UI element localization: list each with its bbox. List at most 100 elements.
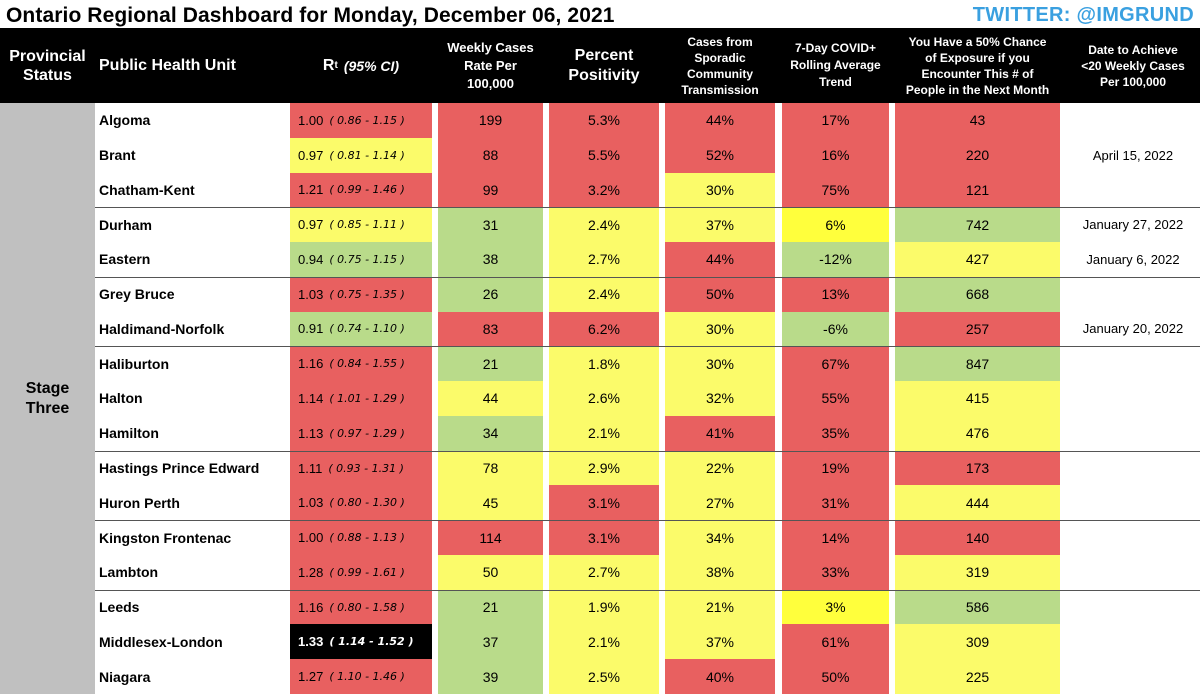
target-date-cell — [1066, 450, 1200, 486]
rt-ci: ( 0.93 - 1.31 ) — [328, 461, 404, 475]
rt-value: 1.03 — [298, 286, 324, 302]
target-date-cell — [1066, 554, 1200, 590]
rt-value: 1.33 — [298, 634, 324, 650]
rt-ci: ( 1.14 - 1.52 ) — [329, 635, 414, 649]
unit-name: Middlesex-London — [95, 624, 290, 660]
unit-name: Kingston Frontenac — [95, 520, 290, 555]
target-date-cell: January 6, 2022 — [1066, 242, 1200, 277]
trend-cell: 75% — [782, 172, 889, 208]
rt-value: 1.03 — [298, 495, 324, 511]
rt-value: 1.16 — [298, 356, 324, 372]
positivity-cell: 2.4% — [549, 276, 659, 312]
rt-ci: ( 0.85 - 1.11 ) — [329, 218, 405, 232]
rt-value: 0.97 — [298, 217, 324, 233]
rt-ci: ( 0.99 - 1.61 ) — [329, 565, 405, 579]
rt-ci: ( 0.80 - 1.58 ) — [329, 600, 405, 614]
rt-cell: 1.00 ( 0.88 - 1.13 ) — [290, 520, 432, 555]
page-title: Ontario Regional Dashboard for Monday, D… — [6, 4, 615, 27]
target-date-cell — [1066, 485, 1200, 521]
sporadic-cell: 37% — [665, 624, 775, 660]
positivity-cell: 2.4% — [549, 207, 659, 243]
unit-name: Halton — [95, 381, 290, 416]
group-separator — [95, 207, 1200, 209]
rt-cell: 1.03 ( 0.80 - 1.30 ) — [290, 485, 432, 521]
weekly-cases-cell: 99 — [438, 172, 543, 208]
sporadic-cell: 44% — [665, 103, 775, 138]
weekly-cases-cell: 38 — [438, 242, 543, 277]
rt-ci: ( 0.88 - 1.13 ) — [329, 531, 405, 545]
sporadic-cell: 50% — [665, 276, 775, 312]
exposure-cell: 427 — [895, 242, 1060, 277]
group-separator — [95, 276, 1200, 278]
unit-name: Hamilton — [95, 415, 290, 451]
target-date-cell — [1066, 381, 1200, 416]
rt-cell: 1.21 ( 0.99 - 1.46 ) — [290, 172, 432, 208]
rt-cell: 1.00 ( 0.86 - 1.15 ) — [290, 103, 432, 138]
rt-cell: 1.16 ( 0.80 - 1.58 ) — [290, 589, 432, 625]
trend-cell: 16% — [782, 137, 889, 173]
positivity-cell: 3.2% — [549, 172, 659, 208]
weekly-cases-cell: 31 — [438, 207, 543, 243]
table-row: Hastings Prince Edward 1.11 ( 0.93 - 1.31 … — [95, 450, 1200, 486]
target-date-cell — [1066, 172, 1200, 208]
positivity-cell: 3.1% — [549, 485, 659, 521]
target-date-cell — [1066, 103, 1200, 138]
unit-name: Durham — [95, 207, 290, 243]
rt-cell: 1.14 ( 1.01 - 1.29 ) — [290, 381, 432, 416]
table-row: Kingston Frontenac 1.00 ( 0.88 - 1.13 ) 114… — [95, 520, 1200, 555]
sporadic-cell: 37% — [665, 207, 775, 243]
target-date-cell — [1066, 659, 1200, 694]
rt-value: 1.13 — [298, 425, 324, 441]
sporadic-cell: 41% — [665, 415, 775, 451]
trend-cell: 17% — [782, 103, 889, 138]
rt-ci: ( 0.75 - 1.35 ) — [329, 287, 405, 301]
unit-name: Haldimand-Norfolk — [95, 311, 290, 347]
weekly-cases-cell: 45 — [438, 485, 543, 521]
sporadic-cell: 40% — [665, 659, 775, 694]
trend-cell: 14% — [782, 520, 889, 555]
weekly-cases-cell: 44 — [438, 381, 543, 416]
exposure-cell: 225 — [895, 659, 1060, 694]
unit-name: Brant — [95, 137, 290, 173]
rt-value: 1.28 — [298, 564, 324, 580]
table-row: Haldimand-Norfolk 0.91 ( 0.74 - 1.10 ) 83 6.… — [95, 311, 1200, 347]
rt-value: 1.27 — [298, 669, 324, 685]
rt-ci: ( 0.86 - 1.15 ) — [329, 113, 405, 127]
sporadic-cell: 30% — [665, 346, 775, 382]
sporadic-cell: 52% — [665, 137, 775, 173]
rt-cell: 0.94 ( 0.75 - 1.15 ) — [290, 242, 432, 277]
rt-cell: 1.11 ( 0.93 - 1.31 ) — [290, 450, 432, 486]
weekly-cases-cell: 21 — [438, 346, 543, 382]
weekly-cases-cell: 83 — [438, 311, 543, 347]
twitter-handle[interactable]: TWITTER: @IMGRUND — [972, 4, 1194, 26]
rt-ci: ( 0.99 - 1.46 ) — [329, 183, 405, 197]
weekly-cases-cell: 34 — [438, 415, 543, 451]
group-separator — [95, 450, 1200, 452]
positivity-cell: 2.1% — [549, 415, 659, 451]
weekly-cases-cell: 37 — [438, 624, 543, 660]
unit-name: Chatham-Kent — [95, 172, 290, 208]
rt-cell: 0.97 ( 0.81 - 1.14 ) — [290, 137, 432, 173]
rt-value: 1.11 — [298, 460, 323, 476]
target-date-cell: April 15, 2022 — [1066, 137, 1200, 173]
group-separator — [95, 520, 1200, 522]
exposure-cell: 668 — [895, 276, 1060, 312]
unit-name: Lambton — [95, 554, 290, 590]
positivity-cell: 2.6% — [549, 381, 659, 416]
unit-name: Eastern — [95, 242, 290, 277]
unit-name: Niagara — [95, 659, 290, 694]
unit-name: Algoma — [95, 103, 290, 138]
positivity-cell: 1.8% — [549, 346, 659, 382]
header-percent-positivity: Percent Positivity — [568, 46, 640, 84]
exposure-cell: 121 — [895, 172, 1060, 208]
group-separator — [95, 346, 1200, 348]
rt-ci: ( 1.10 - 1.46 ) — [329, 670, 405, 684]
positivity-cell: 3.1% — [549, 520, 659, 555]
unit-name: Haliburton — [95, 346, 290, 382]
positivity-cell: 5.3% — [549, 103, 659, 138]
trend-cell: 19% — [782, 450, 889, 486]
table-row: Haliburton 1.16 ( 0.84 - 1.55 ) 21 1.8% 30% 67… — [95, 346, 1200, 382]
title-bar: Ontario Regional Dashboard for Monday, D… — [0, 0, 1200, 28]
